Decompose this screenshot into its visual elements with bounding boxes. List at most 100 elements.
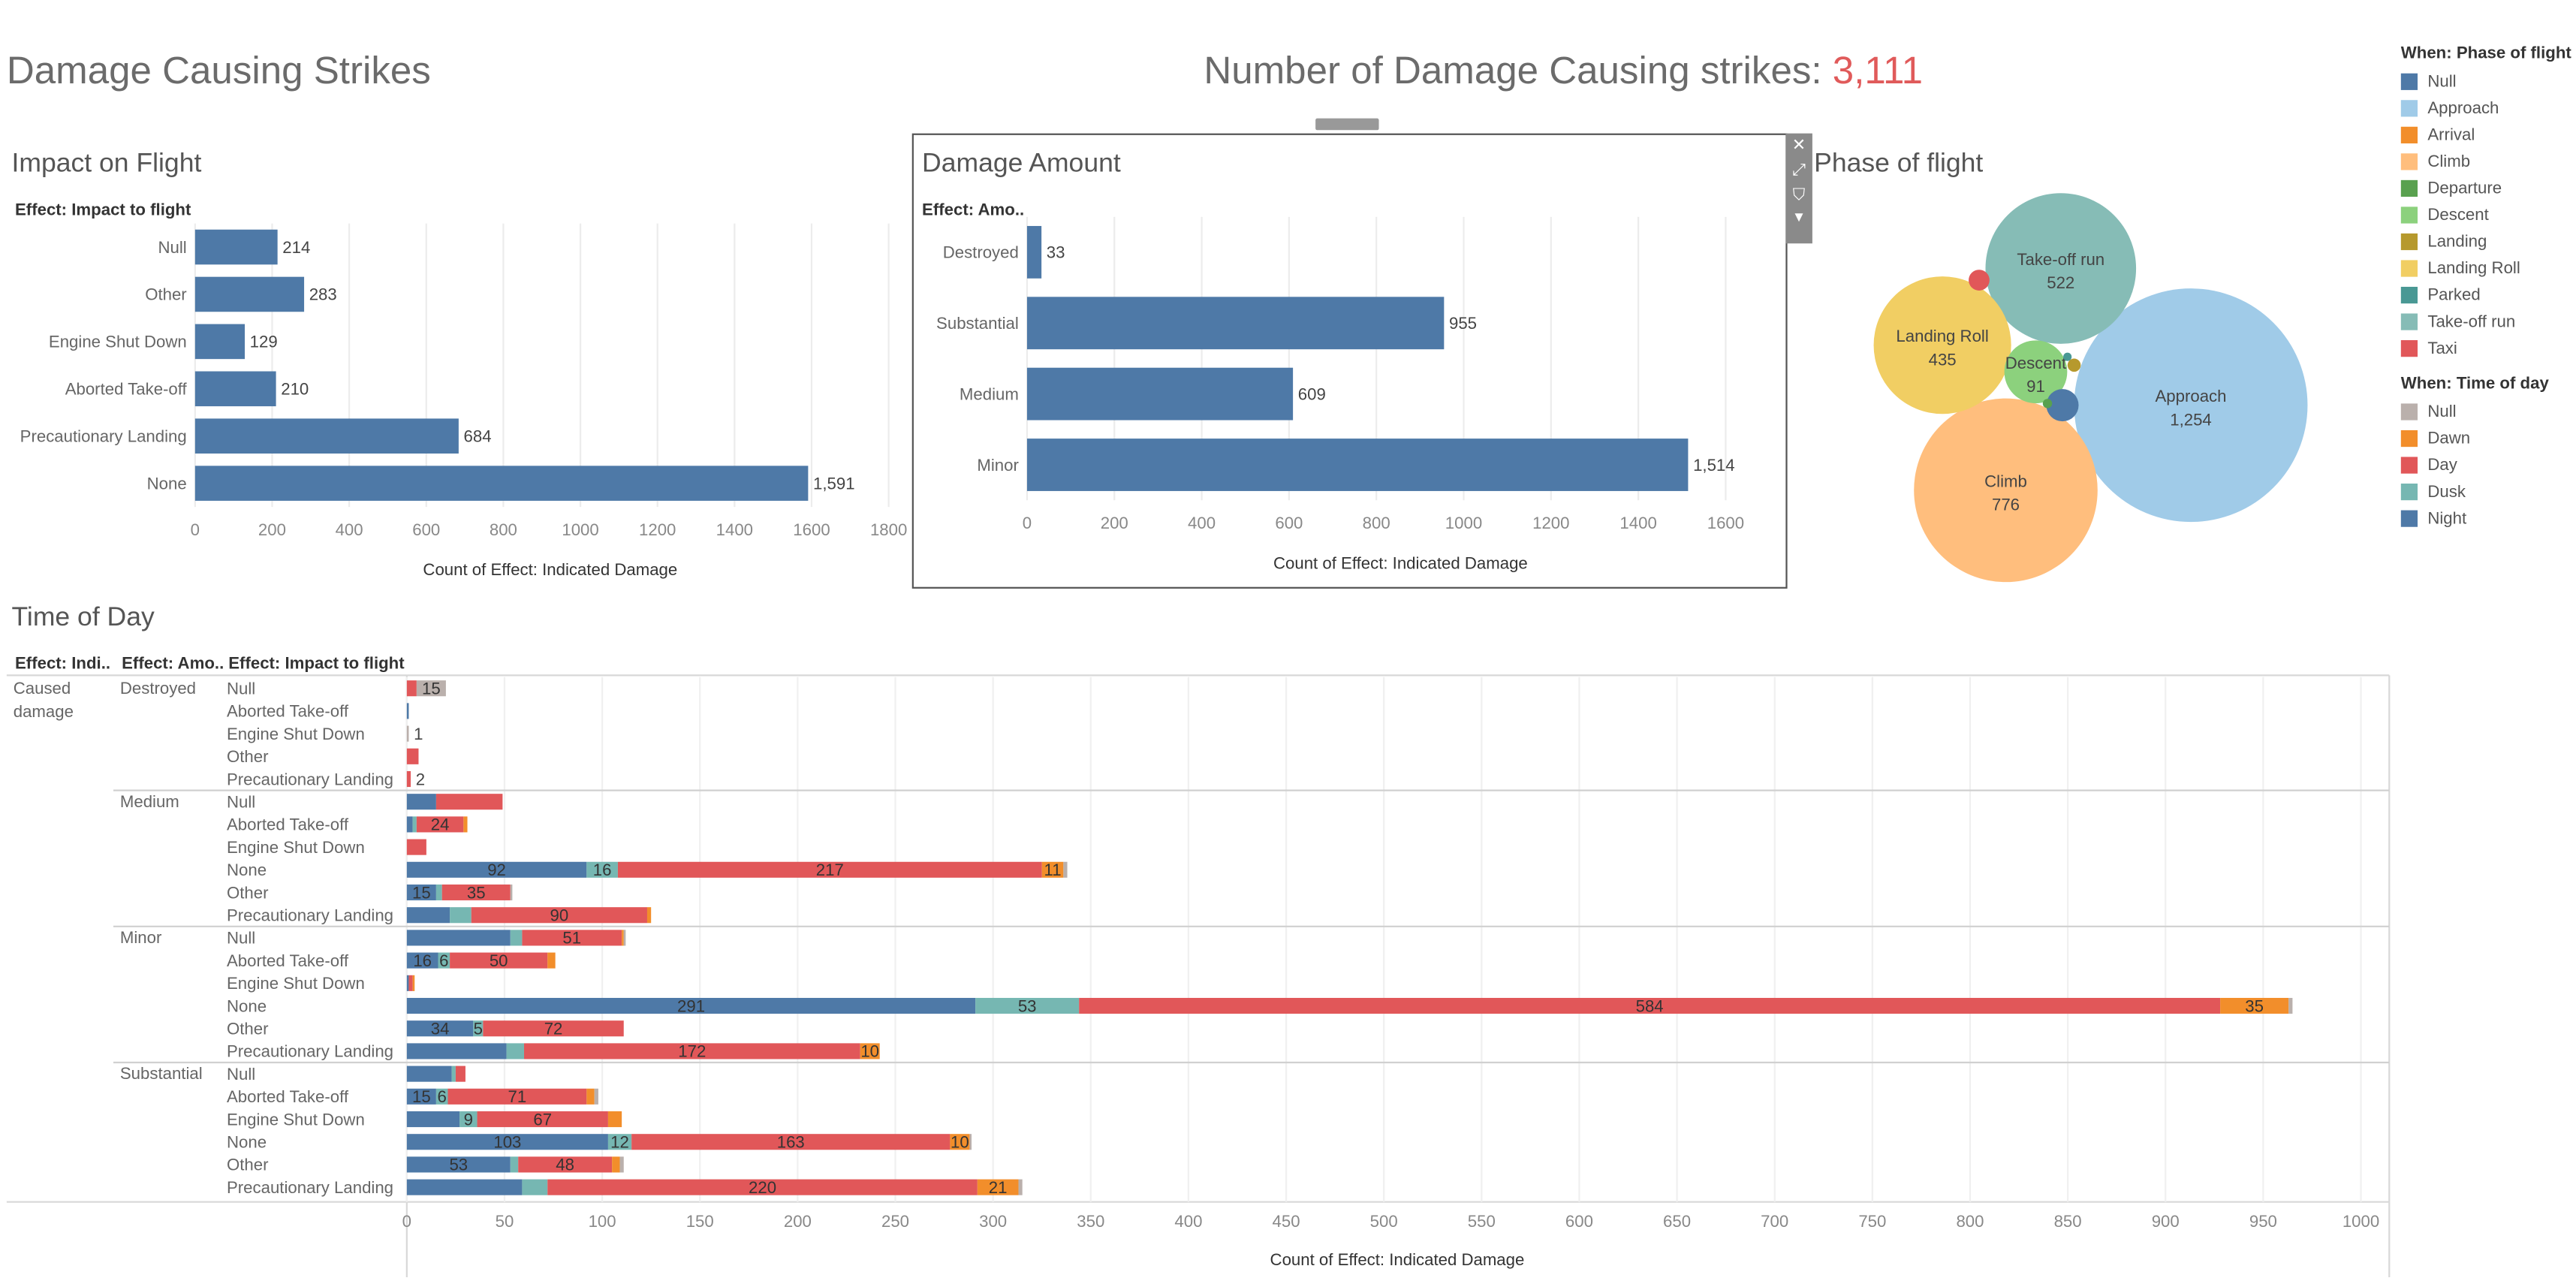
stacked-bar-segment[interactable]	[477, 1111, 608, 1128]
impact-bar-chart[interactable]: 0 200 400 600 800 1000 1200 1400 1600 1800 Null 214…	[0, 217, 908, 584]
stacked-bar-segment[interactable]	[473, 1020, 484, 1037]
stacked-bar-segment[interactable]	[406, 839, 426, 855]
stacked-bar-segment[interactable]	[459, 1111, 478, 1128]
legend-time-item[interactable]: Dusk	[2400, 478, 2576, 505]
stacked-bar-segment[interactable]	[406, 997, 976, 1014]
stacked-bar-segment[interactable]	[438, 952, 450, 969]
stacked-bar-segment[interactable]	[607, 1134, 632, 1150]
stacked-bar-segment[interactable]	[975, 997, 1080, 1014]
stacked-bar-segment[interactable]	[510, 930, 523, 946]
damage-bar-chart[interactable]: 0 200 400 600 800 1000 1200 1400 1600 Destroyed 33…	[914, 216, 1781, 584]
legend-time-item[interactable]: Dawn	[2400, 425, 2576, 452]
legend-phase-item[interactable]: Landing Roll	[2400, 255, 2576, 282]
stacked-bar-segment[interactable]	[2220, 997, 2289, 1014]
stacked-bar-segment[interactable]	[416, 816, 464, 833]
bar[interactable]	[194, 229, 278, 265]
stacked-bar-segment[interactable]	[435, 794, 503, 810]
legend-phase-item[interactable]: Descent	[2400, 202, 2576, 229]
stacked-bar-segment[interactable]	[450, 907, 472, 924]
stacked-bar-segment[interactable]	[623, 930, 626, 946]
stacked-bar-segment[interactable]	[612, 1156, 620, 1173]
phase-bubble-chart[interactable]: Approach 1,254 Climb 776 Take-off run 522 Land…	[1834, 180, 2334, 597]
stacked-bar-segment[interactable]	[441, 884, 511, 901]
stacked-bar-segment[interactable]	[510, 884, 513, 901]
stacked-bar-segment[interactable]	[646, 907, 652, 924]
stacked-bar-segment[interactable]	[622, 930, 624, 946]
bar[interactable]	[194, 418, 459, 454]
bar[interactable]	[194, 324, 246, 360]
bar[interactable]	[1026, 225, 1042, 279]
bar[interactable]	[1026, 297, 1445, 350]
stacked-bar-segment[interactable]	[607, 1111, 622, 1128]
stacked-bar-segment[interactable]	[506, 1043, 525, 1059]
stacked-bar-segment[interactable]	[977, 1179, 1019, 1195]
stacked-bar-segment[interactable]	[518, 1156, 613, 1173]
more-options-icon[interactable]: ▾	[1794, 208, 1803, 228]
stacked-bar-segment[interactable]	[416, 680, 446, 697]
bubble[interactable]	[2004, 340, 2068, 404]
stacked-bar-segment[interactable]	[406, 1134, 608, 1150]
stacked-bar-segment[interactable]	[406, 1111, 460, 1128]
bubble[interactable]	[2067, 358, 2081, 372]
stacked-bar-segment[interactable]	[406, 930, 511, 946]
bar[interactable]	[1026, 439, 1689, 491]
bubble[interactable]	[1985, 193, 2137, 344]
stacked-bar-segment[interactable]	[406, 816, 413, 833]
stacked-bar-segment[interactable]	[522, 1179, 548, 1195]
popout-icon[interactable]: ⤢	[1792, 161, 1806, 180]
stacked-bar-segment[interactable]	[463, 816, 468, 833]
legend-time-item[interactable]: Night	[2400, 505, 2576, 532]
legend-phase-item[interactable]: Climb	[2400, 149, 2576, 176]
timeofday-stacked-chart[interactable]: 0 50 100 150 200 250 300 350 400 450 500 550 600 650 7…	[0, 674, 2401, 1280]
bubble[interactable]	[2046, 389, 2079, 422]
stacked-bar-segment[interactable]	[406, 907, 450, 924]
stacked-bar-segment[interactable]	[594, 1088, 598, 1105]
legend-time-item[interactable]: Day	[2400, 452, 2576, 479]
stacked-bar-segment[interactable]	[406, 680, 417, 697]
stacked-bar-segment[interactable]	[406, 1020, 474, 1037]
stacked-bar-segment[interactable]	[406, 703, 409, 719]
stacked-bar-segment[interactable]	[860, 1043, 880, 1059]
bar[interactable]	[1026, 367, 1294, 420]
stacked-bar-segment[interactable]	[524, 1043, 860, 1059]
stacked-bar-segment[interactable]	[406, 1179, 523, 1195]
bubble[interactable]	[1969, 270, 1990, 291]
stacked-bar-segment[interactable]	[412, 975, 415, 991]
legend-phase-item[interactable]: Arrival	[2400, 122, 2576, 149]
stacked-bar-segment[interactable]	[969, 1134, 972, 1150]
stacked-bar-segment[interactable]	[455, 1065, 465, 1082]
stacked-bar-segment[interactable]	[1079, 997, 2221, 1014]
legend-phase-item[interactable]: Null	[2400, 68, 2576, 95]
stacked-bar-segment[interactable]	[1063, 861, 1068, 878]
legend-time-item[interactable]: Null	[2400, 399, 2576, 426]
stacked-bar-segment[interactable]	[617, 861, 1042, 878]
stacked-bar-segment[interactable]	[406, 1156, 511, 1173]
stacked-bar-segment[interactable]	[2288, 997, 2293, 1014]
stacked-bar-segment[interactable]	[950, 1134, 970, 1150]
bar[interactable]	[194, 466, 809, 501]
stacked-bar-segment[interactable]	[483, 1020, 624, 1037]
stacked-bar-segment[interactable]	[522, 930, 622, 946]
stacked-bar-segment[interactable]	[510, 1156, 519, 1173]
bubble[interactable]	[2063, 352, 2072, 361]
stacked-bar-segment[interactable]	[406, 1065, 452, 1082]
stacked-bar-segment[interactable]	[406, 952, 438, 969]
stacked-bar-segment[interactable]	[406, 1088, 436, 1105]
bar[interactable]	[194, 276, 305, 312]
legend-phase-item[interactable]: Departure	[2400, 175, 2576, 202]
bubble[interactable]	[1914, 398, 2098, 583]
stacked-bar-segment[interactable]	[586, 1088, 595, 1105]
stacked-bar-segment[interactable]	[408, 975, 413, 991]
stacked-bar-segment[interactable]	[1018, 1179, 1023, 1195]
stacked-bar-segment[interactable]	[1041, 861, 1064, 878]
stacked-bar-segment[interactable]	[406, 748, 419, 764]
stacked-bar-segment[interactable]	[450, 952, 548, 969]
bar[interactable]	[194, 371, 276, 407]
legend-phase-item[interactable]: Parked	[2400, 282, 2576, 309]
close-icon[interactable]: ✕	[1791, 137, 1806, 155]
stacked-bar-segment[interactable]	[406, 975, 409, 991]
legend-phase-item[interactable]: Landing	[2400, 228, 2576, 255]
stacked-bar-segment[interactable]	[619, 1156, 624, 1173]
damage-amount-zone[interactable]	[911, 133, 1788, 589]
stacked-bar-segment[interactable]	[406, 1043, 507, 1059]
